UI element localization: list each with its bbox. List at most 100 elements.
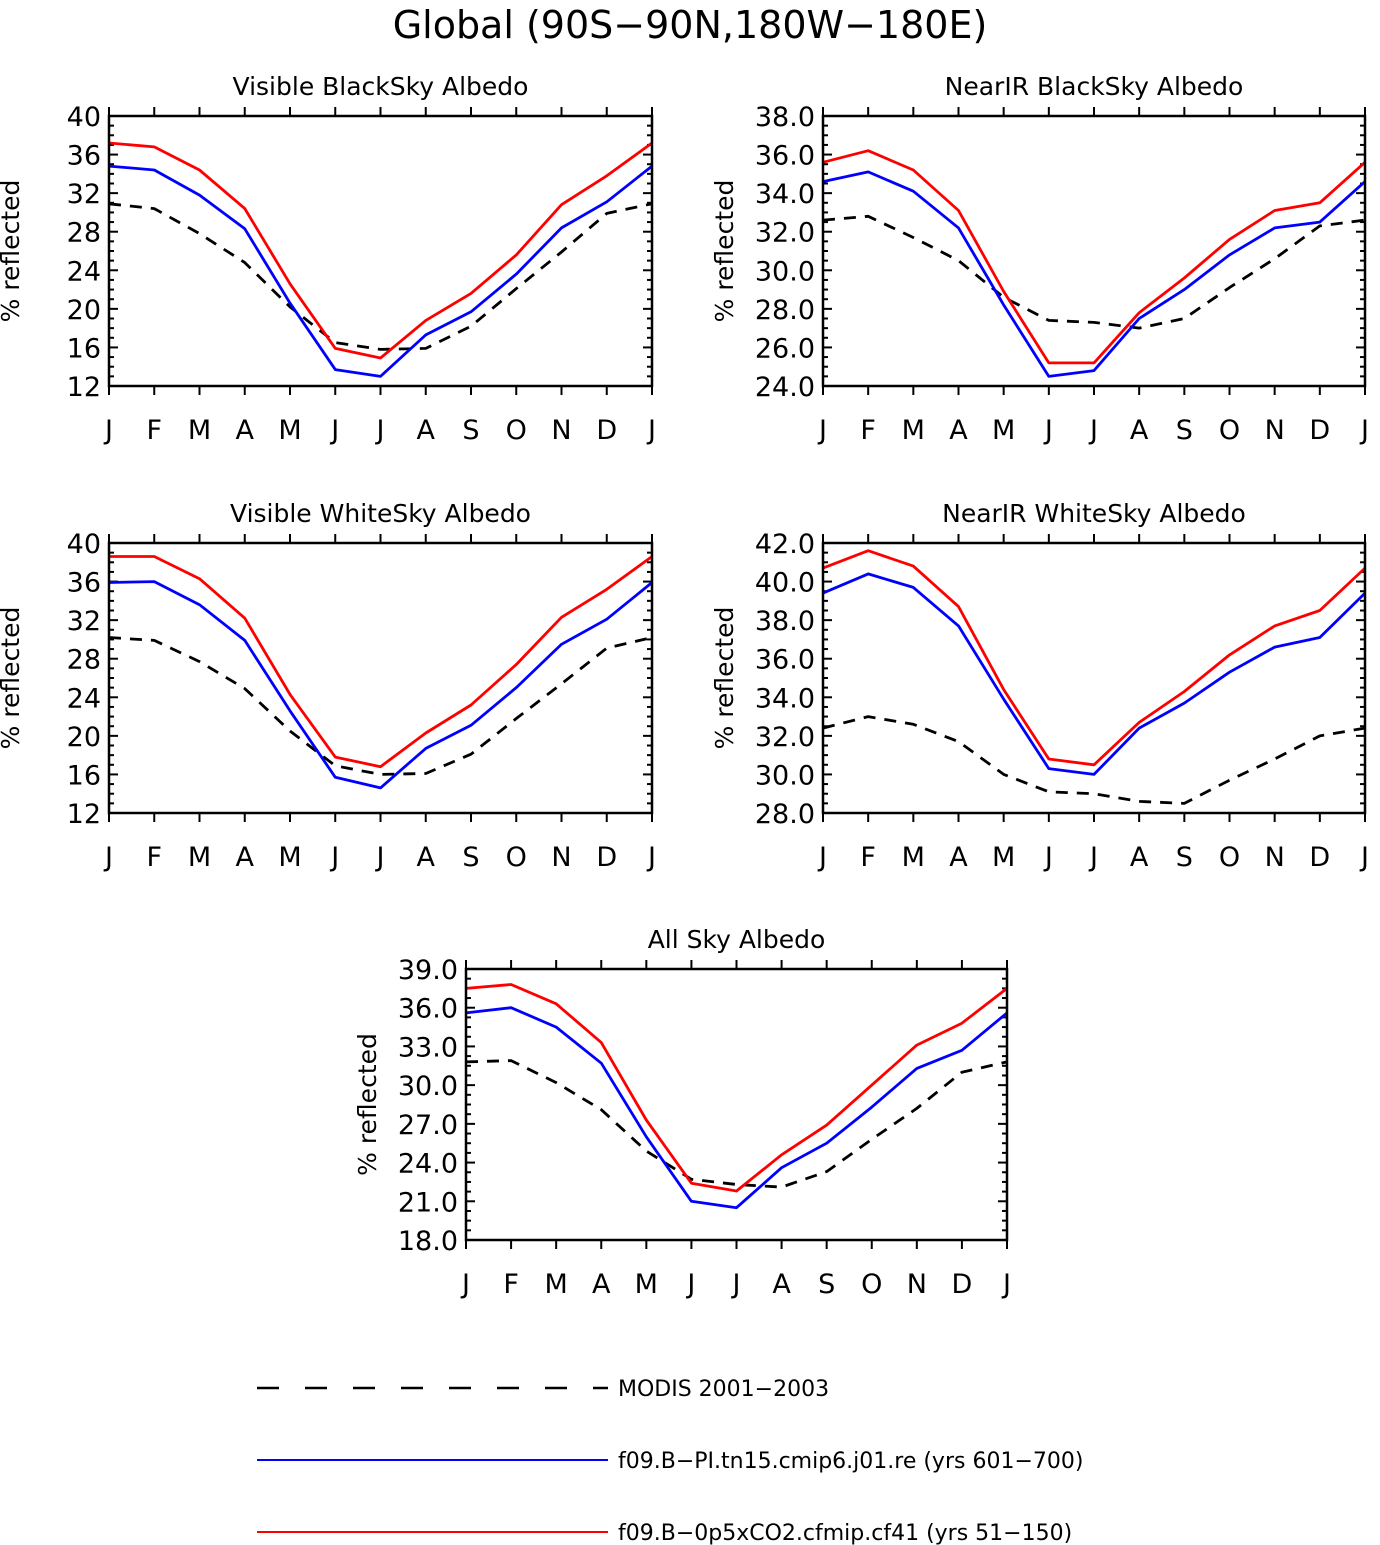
y-tick-label: 36.0 xyxy=(398,994,458,1025)
x-tick-label: O xyxy=(506,842,527,873)
y-tick-label: 34.0 xyxy=(755,683,815,714)
x-tick-label: F xyxy=(146,842,162,873)
series-line-1 xyxy=(108,202,653,351)
x-tick-label: O xyxy=(1219,842,1240,873)
y-tick-label: 18.0 xyxy=(398,1226,458,1257)
y-tick-label: 27.0 xyxy=(398,1110,458,1141)
x-tick-label: M xyxy=(278,415,301,446)
x-tick-label: J xyxy=(103,842,113,873)
y-axis-label: % reflected xyxy=(0,607,25,750)
series-line-1 xyxy=(465,1059,1008,1189)
x-tick-label: M xyxy=(545,1269,568,1300)
y-tick-label: 28.0 xyxy=(755,799,815,830)
x-tick-label: S xyxy=(462,842,479,873)
x-tick-label: J xyxy=(1088,842,1098,873)
x-tick-label: F xyxy=(860,415,876,446)
x-tick-label: S xyxy=(1176,842,1193,873)
y-tick-label: 16 xyxy=(67,333,101,364)
y-tick-label: 21.0 xyxy=(398,1187,458,1218)
x-tick-label: J xyxy=(375,415,385,446)
panel-title: Visible WhiteSky Albedo xyxy=(230,499,531,528)
legend-label: f09.B−PI.tn15.cmip6.j01.re (yrs 601−700) xyxy=(618,1449,1083,1474)
series-line-3 xyxy=(465,983,1008,1193)
y-tick-label: 32 xyxy=(67,606,101,637)
x-tick-label: J xyxy=(329,415,339,446)
x-tick-label: J xyxy=(817,415,827,446)
x-tick-label: A xyxy=(236,415,255,446)
chart-panel-5: All Sky Albedo % reflected 18.0 21.0 24.0 27.… xyxy=(353,925,1011,1300)
x-tick-label: J xyxy=(375,842,385,873)
x-tick-label: S xyxy=(818,1269,835,1300)
x-tick-label: J xyxy=(460,1269,470,1300)
x-tick-label: J xyxy=(646,842,656,873)
y-tick-label: 26.0 xyxy=(755,333,815,364)
x-tick-label: A xyxy=(1130,415,1149,446)
x-tick-label: J xyxy=(817,842,827,873)
y-tick-label: 39.0 xyxy=(398,955,458,986)
y-axis-label: % reflected xyxy=(353,1033,382,1176)
x-tick-label: A xyxy=(417,415,436,446)
x-tick-label: N xyxy=(1265,415,1285,446)
legend-entry-2: f09.B−PI.tn15.cmip6.j01.re (yrs 601−700) xyxy=(257,1449,1083,1474)
x-tick-label: J xyxy=(1043,415,1053,446)
x-tick-label: M xyxy=(902,415,925,446)
y-tick-label: 30.0 xyxy=(398,1071,458,1102)
chart-panel-2: NearIR BlackSky Albedo % reflected 24.0 26.… xyxy=(710,72,1369,446)
x-tick-label: A xyxy=(236,842,255,873)
y-tick-label: 16 xyxy=(67,760,101,791)
y-tick-label: 38.0 xyxy=(755,102,815,133)
y-axis-label: % reflected xyxy=(710,180,739,323)
y-tick-label: 24 xyxy=(67,256,101,287)
y-tick-label: 24.0 xyxy=(398,1149,458,1180)
y-tick-label: 28 xyxy=(67,218,101,249)
x-tick-label: J xyxy=(1359,842,1369,873)
x-tick-label: S xyxy=(462,415,479,446)
x-tick-label: J xyxy=(1043,842,1053,873)
series-line-2 xyxy=(108,164,653,378)
x-tick-label: O xyxy=(861,1269,882,1300)
series-line-1 xyxy=(822,214,1366,330)
y-tick-label: 36.0 xyxy=(755,141,815,172)
legend-label: MODIS 2001−2003 xyxy=(618,1377,829,1402)
y-tick-label: 36 xyxy=(67,568,101,599)
x-tick-label: J xyxy=(329,842,339,873)
x-tick-label: F xyxy=(503,1269,519,1300)
y-tick-label: 20 xyxy=(67,722,101,753)
y-tick-label: 28 xyxy=(67,645,101,676)
x-tick-label: J xyxy=(685,1269,695,1300)
y-tick-label: 40 xyxy=(67,529,101,560)
y-tick-label: 30.0 xyxy=(755,256,815,287)
y-tick-label: 20 xyxy=(67,295,101,326)
y-tick-label: 32.0 xyxy=(755,218,815,249)
chart-panel-1: Visible BlackSky Albedo % reflected 12 16 20… xyxy=(0,72,656,446)
x-tick-label: A xyxy=(949,842,968,873)
x-tick-label: D xyxy=(1309,842,1330,873)
chart-panel-3: Visible WhiteSky Albedo % reflected 12 16 20… xyxy=(0,499,656,873)
legend-entry-3: f09.B−0p5xCO2.cfmip.cf41 (yrs 51−150) xyxy=(257,1521,1072,1545)
x-tick-label: J xyxy=(646,415,656,446)
figure-title: Global (90S−90N,180W−180E) xyxy=(393,3,988,47)
series-line-2 xyxy=(465,1006,1008,1210)
x-tick-label: M xyxy=(902,842,925,873)
y-tick-label: 24.0 xyxy=(755,372,815,403)
x-tick-label: A xyxy=(949,415,968,446)
panel-title: NearIR BlackSky Albedo xyxy=(945,72,1244,101)
x-tick-label: N xyxy=(551,842,571,873)
x-tick-label: J xyxy=(103,415,113,446)
x-tick-label: S xyxy=(1176,415,1193,446)
series-line-3 xyxy=(109,555,653,769)
y-tick-label: 32 xyxy=(67,179,101,210)
y-tick-label: 32.0 xyxy=(755,722,815,753)
x-tick-label: A xyxy=(417,842,436,873)
x-tick-label: N xyxy=(1265,842,1285,873)
y-tick-label: 40 xyxy=(67,102,101,133)
x-tick-label: D xyxy=(1309,415,1330,446)
x-tick-label: D xyxy=(952,1269,973,1300)
x-tick-label: M xyxy=(992,842,1015,873)
y-tick-label: 40.0 xyxy=(755,568,815,599)
x-tick-label: M xyxy=(278,842,301,873)
series-line-2 xyxy=(822,572,1366,776)
legend-label: f09.B−0p5xCO2.cfmip.cf41 (yrs 51−150) xyxy=(618,1521,1072,1545)
series-line-1 xyxy=(822,715,1366,805)
